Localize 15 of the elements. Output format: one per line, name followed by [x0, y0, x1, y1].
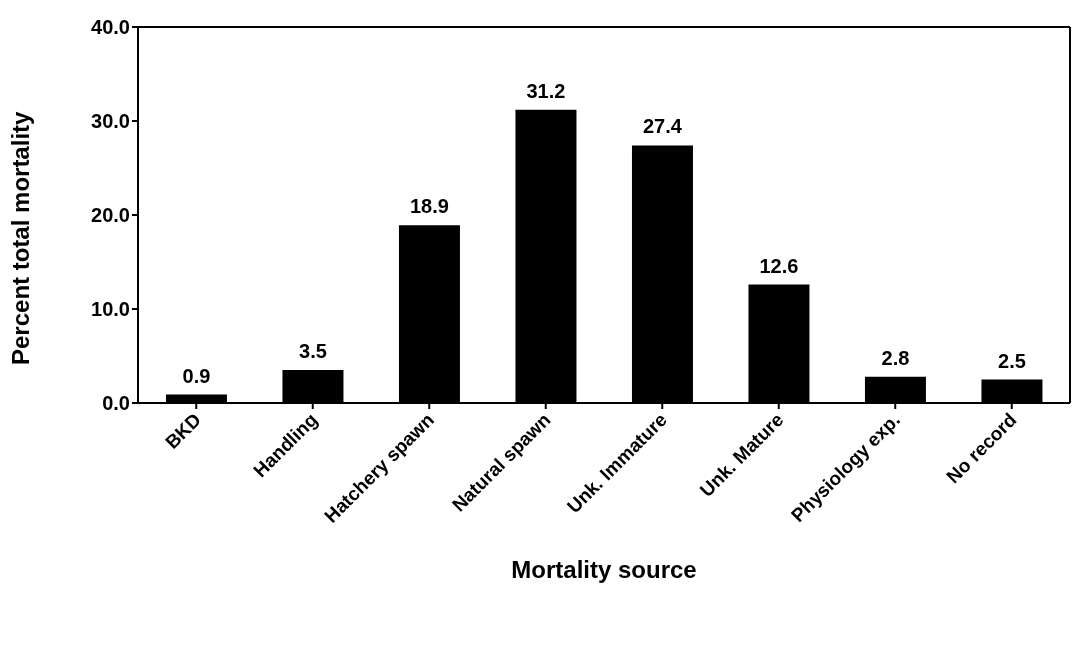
data-label: 0.9 [182, 364, 211, 387]
y-tick-label: 40.0 [91, 16, 130, 39]
y-tick-label: 20.0 [91, 204, 130, 227]
data-label: 2.8 [881, 346, 910, 369]
data-label: 12.6 [759, 254, 799, 277]
y-axis-title: Percent total mortality [6, 110, 34, 365]
y-tick-label: 10.0 [91, 298, 130, 321]
y-tick-label: 30.0 [91, 110, 130, 133]
x-axis-title: Mortality source [511, 556, 697, 583]
data-label: 3.5 [299, 340, 327, 363]
y-tick-label: 0.0 [102, 392, 130, 415]
data-label: 2.5 [998, 349, 1026, 372]
data-label: 18.9 [409, 195, 449, 218]
data-label: 31.2 [526, 79, 566, 102]
data-label: 27.4 [642, 115, 683, 138]
